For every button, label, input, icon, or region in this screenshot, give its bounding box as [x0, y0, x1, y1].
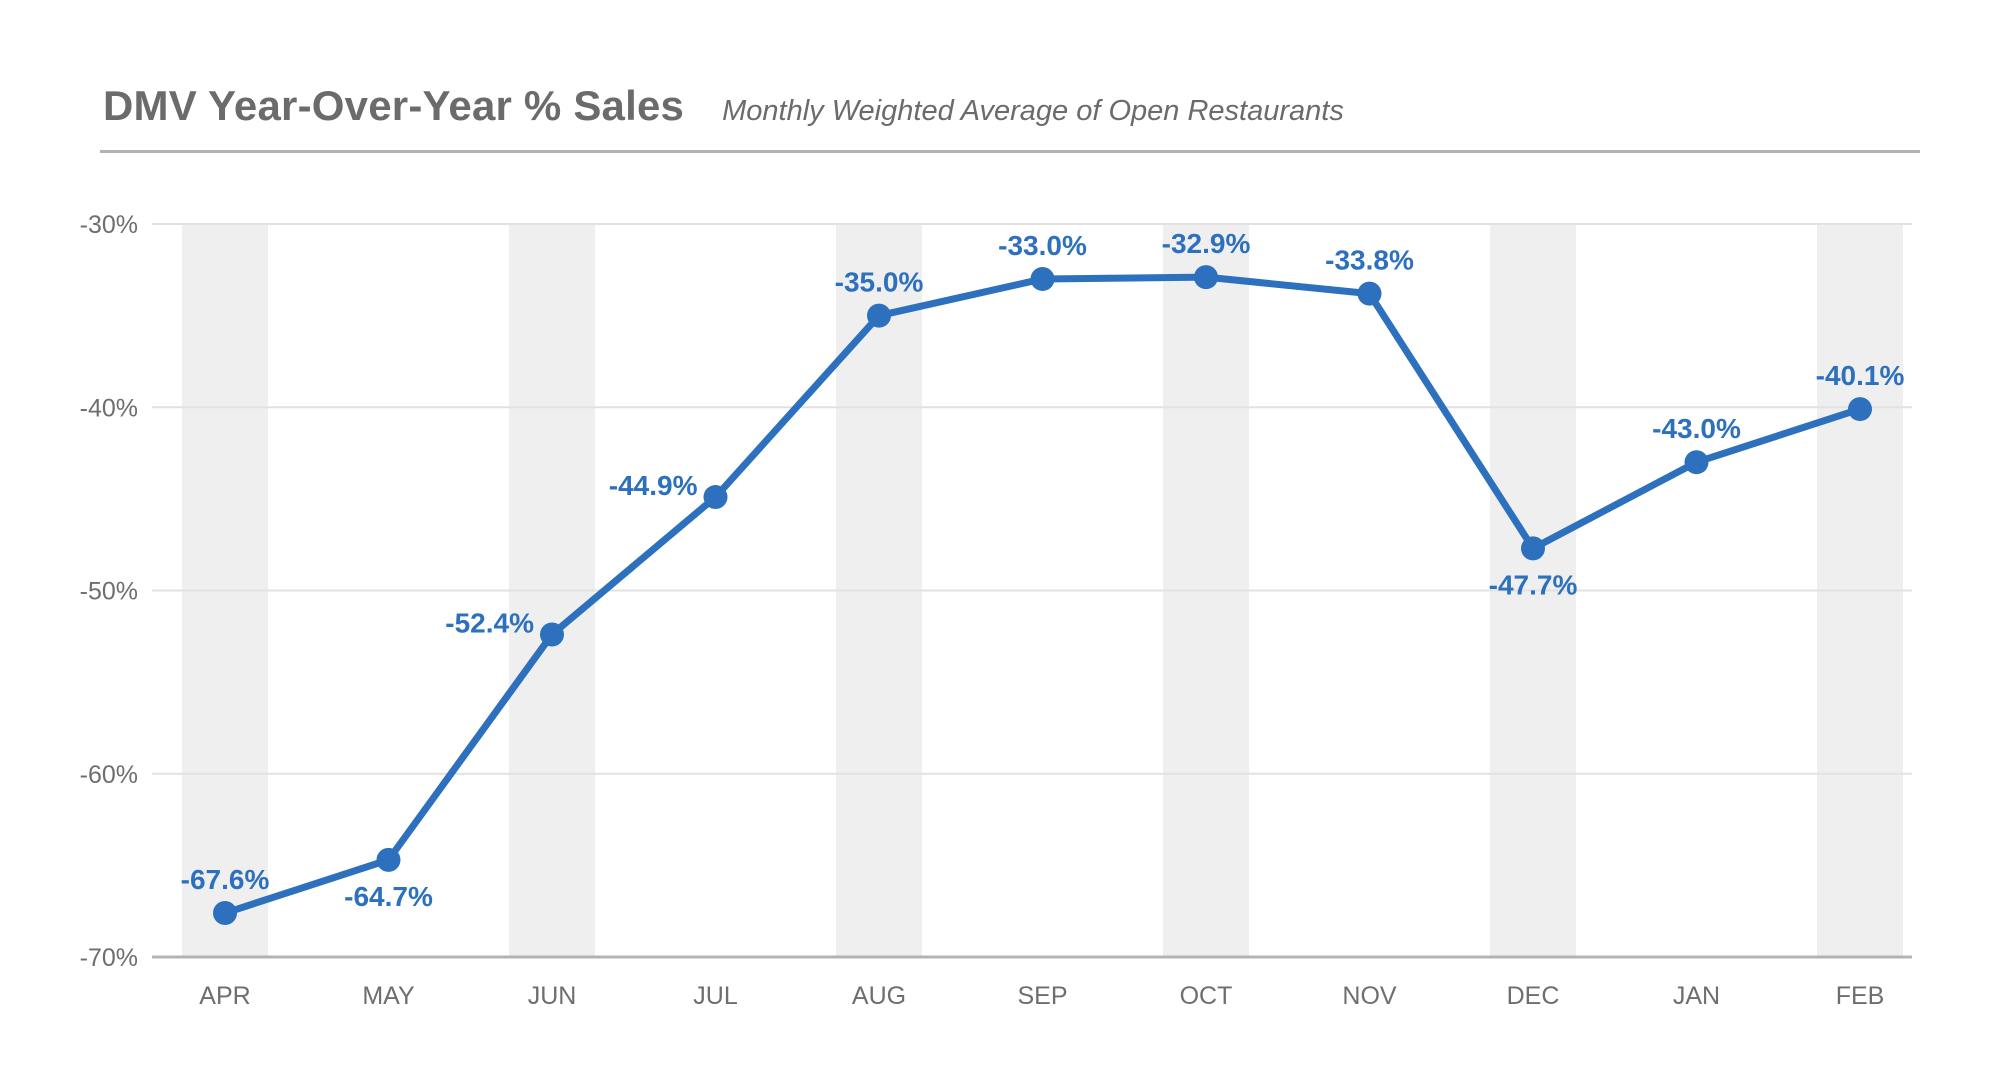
- x-tick-label: MAY: [362, 982, 415, 1010]
- x-axis: APR MAY JUN JUL AUG SEP OCT NOV DEC JAN FEB: [152, 955, 1912, 1010]
- y-tick-label: -40%: [80, 394, 138, 422]
- data-labels: -67.6% -64.7% -52.4% -44.9% -35.0% -33.0% -32.…: [181, 228, 1905, 912]
- gridlines: [152, 223, 1912, 775]
- data-label: -47.7%: [1489, 569, 1578, 600]
- data-label: -35.0%: [835, 267, 924, 298]
- y-tick-label: -50%: [80, 578, 138, 606]
- data-point: [376, 847, 401, 872]
- data-point: [1030, 266, 1055, 291]
- x-tick-label: APR: [199, 982, 250, 1010]
- data-label: -52.4%: [445, 607, 534, 638]
- chart-title: DMV Year-Over-Year % Sales: [103, 82, 685, 129]
- x-tick-label: NOV: [1342, 982, 1397, 1010]
- data-point: [867, 303, 891, 328]
- data-point: [1521, 536, 1545, 561]
- data-label: -33.0%: [998, 230, 1087, 261]
- y-tick-label: -60%: [80, 761, 138, 789]
- x-tick-label: OCT: [1180, 982, 1233, 1010]
- chart-header: DMV Year-Over-Year % Sales Monthly Weigh…: [103, 82, 1344, 130]
- data-label: -32.9%: [1162, 228, 1251, 259]
- data-point: [1684, 450, 1709, 475]
- x-tick-label: JUN: [528, 982, 577, 1010]
- y-axis: -30% -40% -50% -60% -70%: [80, 211, 138, 972]
- y-tick-label: -70%: [80, 944, 138, 972]
- data-point: [213, 901, 237, 926]
- data-label: -67.6%: [181, 864, 270, 895]
- x-tick-label: AUG: [852, 982, 906, 1010]
- y-tick-label: -30%: [80, 211, 138, 239]
- data-label: -40.1%: [1816, 360, 1905, 391]
- x-tick-label: JAN: [1673, 982, 1720, 1010]
- x-tick-label: JUL: [693, 982, 738, 1010]
- series-group: [213, 265, 1872, 926]
- data-point: [540, 622, 564, 647]
- data-point: [703, 485, 728, 510]
- data-label: -43.0%: [1652, 413, 1741, 444]
- series-line: [221, 273, 1864, 917]
- data-point: [1194, 265, 1218, 290]
- data-point: [1357, 281, 1382, 306]
- title-divider: [100, 150, 1920, 153]
- data-label: -64.7%: [344, 881, 433, 912]
- data-label: -33.8%: [1325, 245, 1414, 276]
- x-tick-label: FEB: [1836, 982, 1885, 1010]
- data-label: -44.9%: [609, 470, 698, 501]
- x-tick-label: DEC: [1507, 982, 1560, 1010]
- chart-subtitle: Monthly Weighted Average of Open Restaur…: [722, 95, 1344, 127]
- data-point: [1848, 397, 1872, 422]
- x-tick-label: SEP: [1017, 982, 1067, 1010]
